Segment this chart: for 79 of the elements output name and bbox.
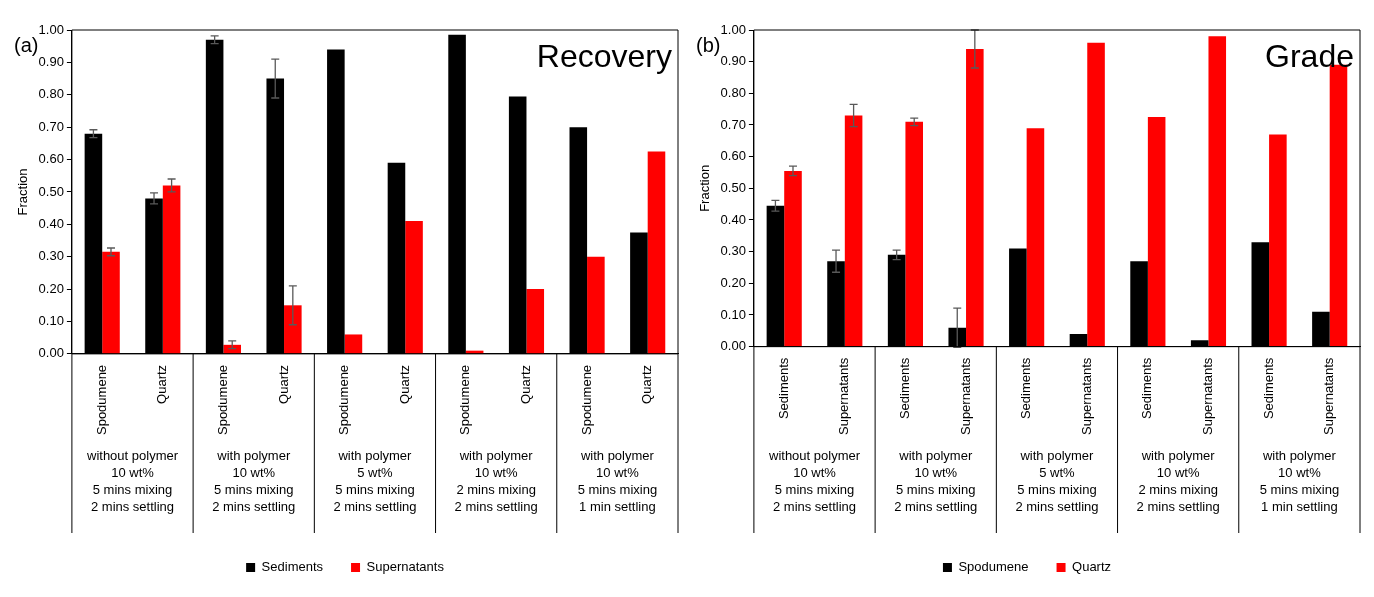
text: without polymer 10 wt% 5 mins mixing 2 mins settling (767, 448, 861, 515)
bar (526, 289, 545, 354)
y-tick-label: 0.10 (720, 306, 746, 322)
bar (1087, 42, 1105, 347)
x-tick-label: Spodumene (457, 364, 473, 436)
bar (102, 251, 120, 354)
y-tick-label: 1.00 (38, 21, 64, 37)
text: with polymer 5 wt% 5 mins mixing 2 mins settling (1015, 448, 1099, 515)
x-tick-label: Sediments (1260, 357, 1276, 420)
x-tick-label: Quartz (275, 364, 291, 404)
y-tick-label: 0.30 (38, 248, 64, 264)
y-tick-label: 0.40 (720, 211, 746, 227)
x-tick-label: Sediments (1018, 357, 1034, 420)
text: with polymer 10 wt% 5 mins mixing 2 mins settling (894, 448, 978, 515)
y-axis-title: Fraction (15, 168, 31, 216)
text: with polymer 10 wt% 2 mins mixing 2 mins settling (1136, 448, 1220, 515)
text: without polymer 10 wt% 5 mins mixing 2 mins settling (85, 448, 179, 515)
x-tick-label: Quartz (639, 364, 655, 404)
y-tick-label: 0.60 (38, 151, 64, 167)
x-tick-label: Quartz (518, 364, 534, 404)
x-tick-label: Sediments (897, 357, 912, 420)
y-tick-label: 0.20 (720, 274, 746, 290)
chart-title: Grade (1265, 37, 1354, 74)
text: with polymer 10 wt% 5 mins mixing 1 min settling (577, 448, 658, 515)
text: with polymer 10 wt% 5 mins mixing 2 mins settling (212, 448, 296, 515)
x-tick-label: Spodumene (578, 364, 594, 436)
y-tick-label: 0.50 (38, 183, 64, 199)
x-tick-label: Spodumene (336, 364, 352, 436)
y-tick-label: 0.90 (38, 53, 64, 69)
bar (1269, 134, 1287, 347)
x-tick-label: Supernatants (836, 357, 852, 436)
bar (905, 121, 923, 347)
text: with polymer 10 wt% 2 mins mixing 2 mins settling (454, 448, 538, 515)
text: with polymer 10 wt% 5 mins mixing 1 min settling (1259, 448, 1340, 515)
bar (1026, 128, 1045, 347)
bar (784, 170, 802, 347)
y-tick-label: 0.70 (38, 118, 64, 134)
chart-subtitle: (b) (696, 33, 721, 56)
bar (1208, 36, 1227, 347)
x-tick-label: Supernatants (1200, 357, 1216, 436)
y-tick-label: 0.60 (720, 148, 746, 164)
bar (284, 305, 302, 354)
x-tick-label: Sediments (775, 357, 791, 420)
legend-label: Supernatants (366, 559, 445, 575)
y-tick-label: 0.00 (38, 345, 64, 361)
x-tick-label: Supernatants (957, 357, 973, 436)
text: with polymer 5 wt% 5 mins mixing 2 mins settling (333, 448, 417, 515)
legend-label: Sediments (261, 559, 324, 575)
bar (587, 256, 605, 354)
x-tick-label: Quartz (396, 364, 412, 404)
bar (344, 334, 363, 354)
y-tick-label: 0.30 (720, 243, 746, 259)
y-tick-label: 0.80 (38, 86, 64, 102)
chart-subtitle: (a) (14, 33, 39, 56)
legend-label: Quartz (1072, 559, 1112, 575)
x-tick-label: Quartz (154, 364, 170, 404)
y-tick-label: 0.70 (720, 116, 746, 132)
x-tick-label: Supernatants (1321, 357, 1337, 436)
legend-label: Spodumene (958, 559, 1029, 575)
y-tick-label: 0.20 (38, 280, 64, 296)
bar (405, 221, 423, 354)
y-axis-title: Fraction (697, 164, 713, 212)
chart-title: Recovery (536, 37, 672, 74)
y-tick-label: 0.10 (38, 313, 64, 329)
y-tick-label: 0.90 (720, 53, 746, 69)
x-tick-label: Spodumene (93, 364, 109, 436)
y-tick-label: 0.00 (720, 338, 746, 354)
x-tick-label: Supernatants (1078, 357, 1094, 436)
bar (162, 185, 181, 354)
bar (647, 151, 666, 354)
x-tick-label: Sediments (1139, 357, 1155, 420)
bar (1147, 117, 1166, 347)
y-tick-label: 0.50 (720, 179, 746, 195)
bar (966, 49, 984, 347)
y-tick-label: 0.40 (38, 215, 64, 231)
bar (844, 115, 863, 347)
y-tick-label: 1.00 (720, 21, 746, 37)
y-tick-label: 0.80 (720, 84, 746, 100)
x-tick-label: Spodumene (215, 364, 230, 436)
